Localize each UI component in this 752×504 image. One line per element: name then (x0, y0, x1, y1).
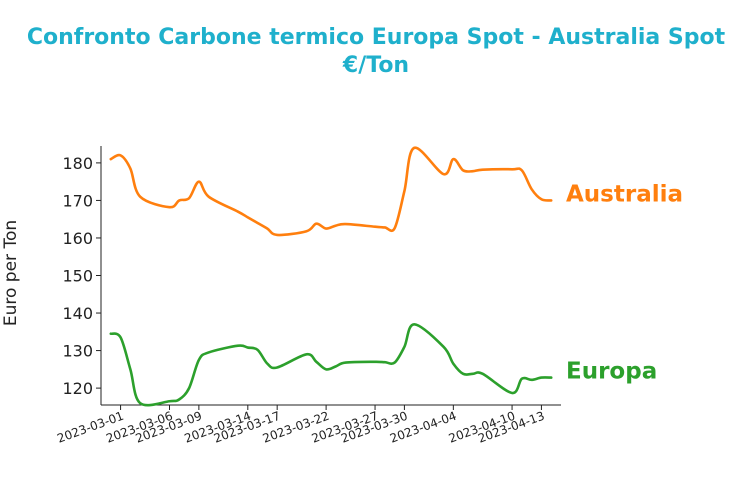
y-tick-label: 120 (62, 379, 93, 398)
y-tick-label: 180 (62, 154, 93, 173)
y-tick-label: 160 (62, 229, 93, 248)
axes-group: 1201301401501601701802023-03-012023-03-0… (55, 146, 561, 446)
series-line-europa (109, 323, 553, 407)
y-axis-label: Euro per Ton (1, 220, 21, 326)
y-tick-label: 140 (62, 304, 93, 323)
y-tick-label: 130 (62, 342, 93, 361)
chart-title: Confronto Carbone termico Europa Spot - … (0, 24, 752, 80)
series-lines-group (109, 146, 553, 407)
chart-title-line-2: €/Ton (342, 53, 410, 78)
series-labels-group: Australia Europa (566, 181, 683, 384)
chart-title-line-1: Confronto Carbone termico Europa Spot - … (26, 25, 726, 50)
series-line-australia (109, 146, 553, 237)
series-label-australia: Australia (566, 181, 683, 207)
y-tick-label: 170 (62, 191, 93, 210)
series-label-europa: Europa (566, 359, 657, 385)
y-tick-label: 150 (62, 267, 93, 286)
